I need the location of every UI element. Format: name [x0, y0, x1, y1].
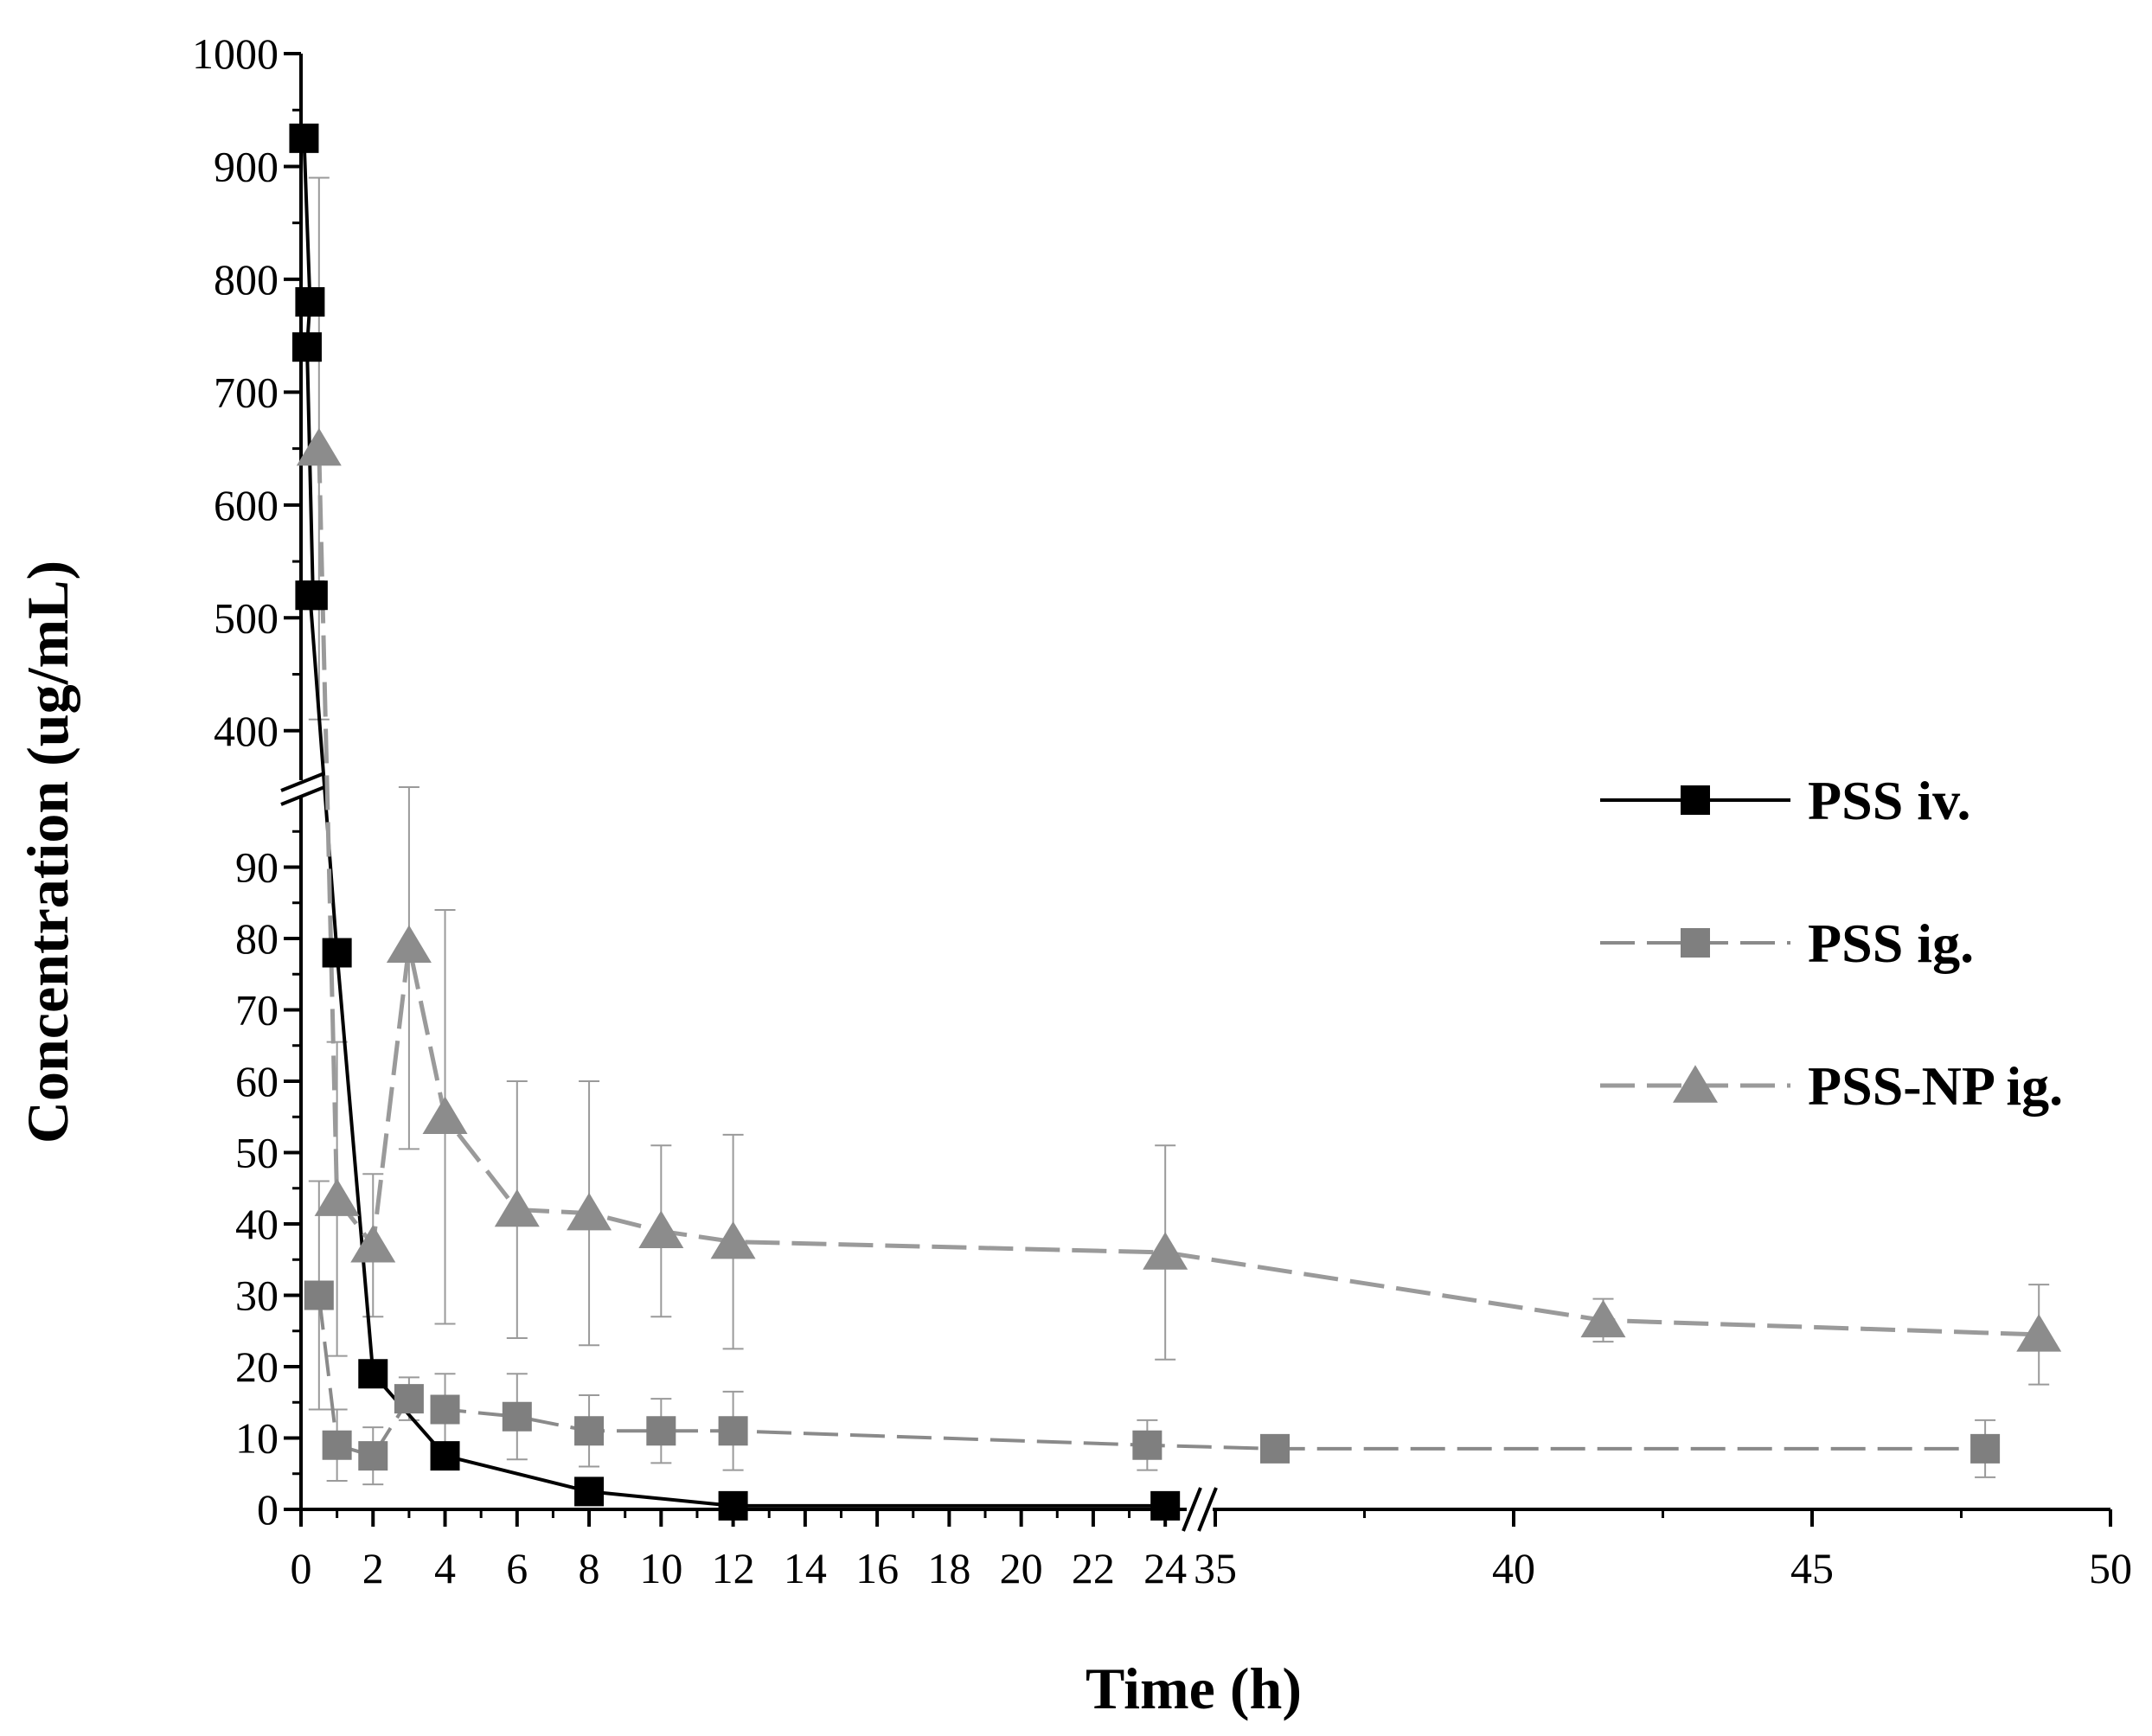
x-tick-label: 12	[712, 1544, 755, 1592]
legend-label-0: PSS iv.	[1808, 770, 1971, 831]
series-0-point	[1150, 1490, 1181, 1521]
legend-marker-1	[1681, 928, 1710, 958]
series-1-point	[430, 1394, 460, 1425]
x-axis-break-mark	[1197, 1487, 1218, 1532]
legend: PSS iv. PSS ig. PSS-NP ig.	[1600, 770, 2063, 1117]
x-tick-label: 20	[1000, 1544, 1043, 1592]
y-axis-break-mark	[280, 785, 325, 806]
series-1-point	[394, 1384, 424, 1414]
legend-marker-0	[1681, 785, 1710, 815]
series-2-point	[567, 1192, 612, 1231]
x-tick-label: 45	[1790, 1544, 1834, 1592]
series-2-point	[494, 1188, 540, 1227]
legend-label-1: PSS ig.	[1808, 913, 1974, 974]
series-0-point	[291, 332, 322, 362]
series-1-point	[718, 1416, 748, 1446]
series-2-point	[296, 427, 342, 466]
y-tick-label: 800	[214, 255, 279, 304]
series-1-point	[1132, 1430, 1162, 1460]
series-2-line	[317, 448, 2040, 1337]
legend-marker-2	[1673, 1065, 1718, 1103]
y-axis-title: Concentration (ug/mL)	[15, 561, 80, 1143]
x-tick-label: 22	[1072, 1544, 1115, 1592]
x-tick-label: 0	[291, 1544, 312, 1592]
axes-layer: 0102030405060708090400500600700800900100…	[192, 29, 2132, 1592]
x-tick-label: 35	[1194, 1544, 1237, 1592]
series-1-point	[358, 1441, 388, 1471]
series-2-point	[2016, 1314, 2062, 1352]
series-2-point	[1580, 1299, 1626, 1338]
error-bars-layer	[308, 176, 2050, 1486]
series-2-point	[422, 1096, 468, 1135]
series-2-point	[710, 1220, 756, 1259]
x-tick-label: 2	[362, 1544, 384, 1592]
x-tick-label: 14	[784, 1544, 827, 1592]
series-0-point	[358, 1359, 388, 1389]
x-axis-title: Time (h)	[1086, 1656, 1302, 1721]
markers-layer	[289, 123, 2062, 1521]
series-2-point	[314, 1178, 360, 1216]
y-tick-label: 700	[214, 368, 279, 416]
series-2-point	[350, 1224, 396, 1263]
y-tick-label: 0	[257, 1485, 279, 1534]
series-1-point	[574, 1416, 605, 1446]
series-1-point	[322, 1430, 352, 1460]
series-1-point	[304, 1280, 334, 1310]
x-axis-break-mark	[1182, 1487, 1202, 1532]
y-tick-label: 400	[214, 707, 279, 755]
y-tick-label: 500	[214, 593, 279, 642]
series-0-line	[302, 138, 1166, 1508]
series-1-point	[646, 1416, 676, 1446]
y-tick-label: 50	[235, 1129, 279, 1177]
series-2-point	[386, 925, 432, 964]
series-0-point	[289, 123, 319, 153]
x-tick-label: 24	[1143, 1544, 1187, 1592]
series-0-point	[295, 580, 325, 611]
series-0-point	[430, 1441, 460, 1471]
x-tick-label: 10	[639, 1544, 682, 1592]
y-axis-break-mark	[280, 772, 325, 792]
x-tick-label: 4	[434, 1544, 456, 1592]
series-2-point	[638, 1210, 684, 1249]
series-2-point	[1143, 1232, 1188, 1270]
series-1-line	[317, 1295, 1986, 1458]
x-tick-label: 40	[1492, 1544, 1535, 1592]
x-tick-label: 8	[579, 1544, 600, 1592]
series-1-point	[502, 1401, 532, 1432]
y-tick-label: 20	[235, 1342, 279, 1391]
y-tick-label: 900	[214, 142, 279, 190]
y-tick-label: 70	[235, 986, 279, 1035]
y-tick-label: 600	[214, 481, 279, 529]
series-1-point	[1970, 1433, 2001, 1464]
series-0-point	[718, 1490, 748, 1521]
y-tick-label: 90	[235, 843, 279, 892]
legend-label-2: PSS-NP ig.	[1808, 1055, 2063, 1117]
y-tick-label: 80	[235, 914, 279, 963]
x-tick-label: 16	[855, 1544, 899, 1592]
y-tick-label: 1000	[192, 29, 279, 78]
y-tick-label: 40	[235, 1200, 279, 1248]
y-tick-label: 60	[235, 1057, 279, 1105]
series-1-point	[1260, 1433, 1290, 1464]
x-tick-label: 6	[506, 1544, 528, 1592]
x-tick-label: 18	[927, 1544, 970, 1592]
x-tick-label: 50	[2089, 1544, 2132, 1592]
series-0-point	[574, 1477, 605, 1507]
y-tick-label: 30	[235, 1272, 279, 1320]
y-tick-label: 10	[235, 1414, 279, 1463]
series-0-point	[322, 938, 352, 968]
series-lines-layer	[302, 138, 2040, 1508]
series-0-point	[295, 287, 325, 317]
